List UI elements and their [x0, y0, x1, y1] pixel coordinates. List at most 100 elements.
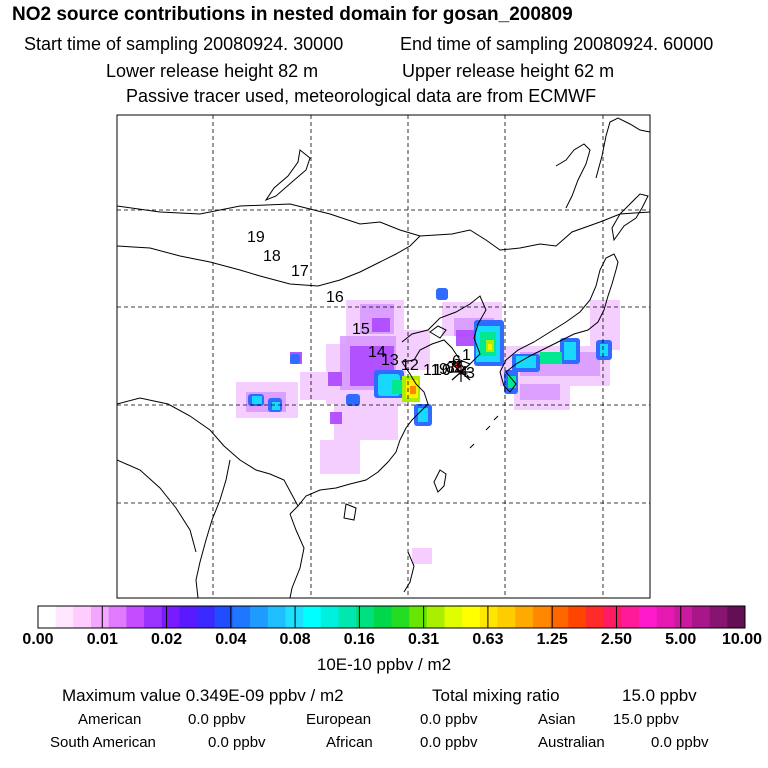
colorbar-swatch	[197, 606, 216, 628]
trajectory-label: 9	[439, 361, 448, 378]
colorbar-tick-label: 0.63	[472, 631, 504, 648]
colorbar-swatch	[709, 606, 728, 628]
colorbar-swatch	[462, 606, 481, 628]
trajectory-label: 3	[466, 365, 475, 382]
colorbar-swatch	[603, 606, 622, 628]
trajectory-label: 17	[291, 263, 309, 280]
colorbar-swatch	[214, 606, 233, 628]
start-time-text: Start time of sampling 20080924. 30000	[24, 34, 344, 54]
colorbar-swatch	[656, 606, 675, 628]
colorbar-swatch	[144, 606, 163, 628]
trajectory-label: 7	[448, 359, 457, 376]
region-south-american-name: South American	[50, 734, 156, 751]
colorbar-swatch	[73, 606, 92, 628]
colorbar-swatch	[320, 606, 339, 628]
region-african-value: 0.0 ppbv	[420, 734, 478, 751]
colorbar-tick-label: 0.00	[22, 631, 54, 648]
max-value-text: Maximum value 0.349E-09 ppbv / m2	[62, 686, 344, 705]
colorbar-tick-label: 5.00	[665, 631, 697, 648]
trajectory-label: 11	[423, 362, 440, 379]
colorbar-swatch	[674, 606, 693, 628]
colorbar-swatch	[303, 606, 322, 628]
colorbar-swatch	[426, 606, 445, 628]
colorbar-tick-label: 10.00	[721, 631, 763, 648]
colorbar-swatch	[621, 606, 640, 628]
trajectory-label: 12	[401, 357, 419, 374]
trajectory-label: 14	[368, 344, 386, 361]
colorbar-tick-label: 0.31	[408, 631, 440, 648]
colorbar-swatch	[356, 606, 375, 628]
graticule	[117, 115, 650, 598]
colorbar-swatch	[409, 606, 428, 628]
colorbar-tick-label: 0.04	[215, 631, 247, 648]
map-title: NO2 source contributions in nested domai…	[12, 4, 573, 25]
colorbar-tick-label: 0.08	[279, 631, 311, 648]
end-time-text: End time of sampling 20080924. 60000	[400, 34, 714, 54]
colorbar-swatch	[391, 606, 410, 628]
region-asian-name: Asian	[538, 711, 576, 728]
trajectory-label: 16	[326, 289, 344, 306]
colorbar-tick-label: 0.02	[150, 631, 183, 648]
colorbar-swatch	[161, 606, 180, 628]
colorbar-swatch	[727, 606, 746, 628]
colorbar-swatch	[497, 606, 516, 628]
colorbar	[37, 605, 746, 629]
tracer-note-text: Passive tracer used, meteorological data…	[126, 86, 597, 106]
trajectory-label: 5	[456, 359, 465, 376]
region-south-american-value: 0.0 ppbv	[208, 734, 266, 751]
trajectory-label: 10	[433, 362, 451, 379]
trajectory-label: 6	[452, 353, 461, 370]
trajectory-label: 15	[352, 321, 370, 338]
colorbar-tick-label: 0.01	[86, 631, 118, 648]
colorbar-tick-label: 2.50	[600, 631, 633, 648]
colorbar-swatch	[285, 606, 304, 628]
trajectory-label: 4	[459, 364, 468, 381]
colorbar-swatch	[38, 606, 57, 628]
colorbar-swatch	[91, 606, 110, 628]
colorbar-swatch	[179, 606, 198, 628]
colorbar-unit: 10E-10 ppbv / m2	[316, 655, 452, 674]
colorbar-swatch	[55, 606, 74, 628]
trajectory-label: 8	[446, 360, 455, 377]
trajectory-label: 1	[462, 347, 471, 364]
concentration-field	[236, 288, 620, 564]
region-australian-name: Australian	[538, 734, 605, 751]
colorbar-swatch	[373, 606, 392, 628]
trajectory-label: 13	[381, 352, 399, 369]
trajectory-label: 19	[247, 229, 265, 246]
colorbar-swatch	[691, 606, 711, 628]
region-european-name: European	[306, 711, 372, 728]
colorbar-swatch	[568, 606, 587, 628]
colorbar-swatch	[232, 606, 251, 628]
colorbar-swatch	[479, 606, 498, 628]
total-mixing-label: Total mixing ratio	[432, 686, 560, 705]
colorbar-swatch	[550, 606, 569, 628]
colorbar-tick-label: 0.16	[343, 631, 375, 648]
colorbar-tick-label: 1.25	[536, 631, 568, 648]
colorbar-swatch	[585, 606, 604, 628]
colorbar-swatch	[267, 606, 286, 628]
colorbar-swatch	[338, 606, 357, 628]
upper-release-text: Upper release height 62 m	[402, 61, 615, 81]
trajectory-label: 2	[454, 359, 463, 376]
region-african-name: African	[326, 734, 373, 751]
colorbar-swatch	[108, 606, 127, 628]
colorbar-swatch	[444, 606, 463, 628]
lower-release-text: Lower release height 82 m	[106, 61, 319, 81]
colorbar-swatch	[515, 606, 534, 628]
region-european-value: 0.0 ppbv	[420, 711, 478, 728]
colorbar-swatch	[250, 606, 269, 628]
colorbar-swatch	[126, 606, 145, 628]
region-american-value: 0.0 ppbv	[188, 711, 246, 728]
colorbar-swatch	[638, 606, 658, 628]
region-australian-value: 0.0 ppbv	[651, 734, 709, 751]
map-frame	[116, 114, 651, 599]
colorbar-swatch	[532, 606, 551, 628]
trajectory-label: 18	[263, 248, 281, 265]
total-mixing-value: 15.0 ppbv	[622, 686, 697, 705]
receptor-marker-icon	[450, 362, 472, 382]
region-asian-value: 15.0 ppbv	[613, 711, 679, 728]
